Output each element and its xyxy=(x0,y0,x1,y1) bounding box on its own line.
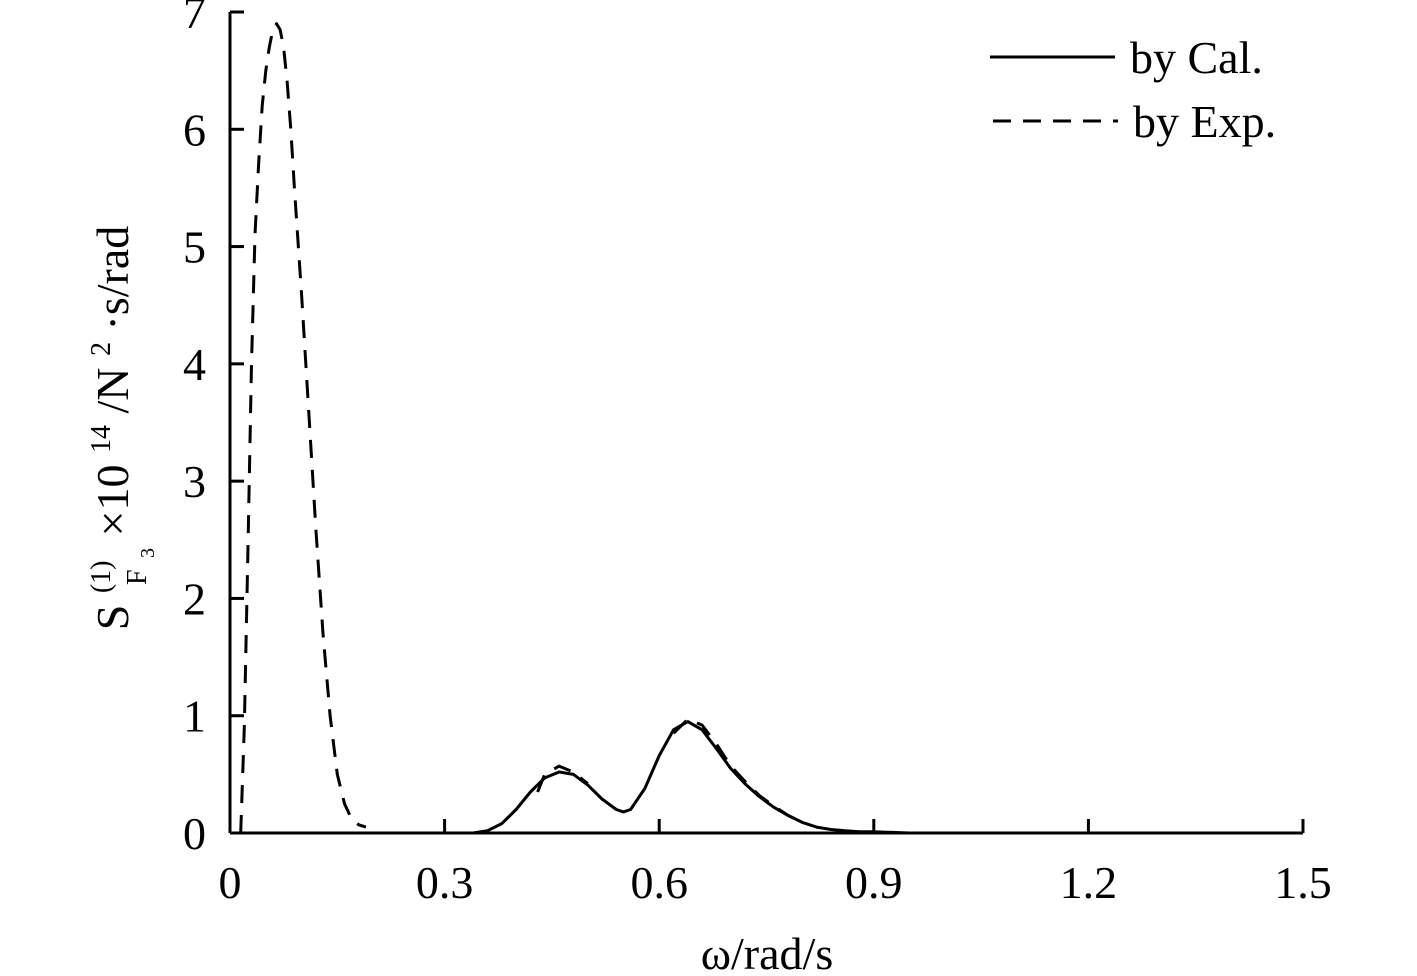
x-tick-label: 0.3 xyxy=(416,857,474,908)
y-label-rest-exponent: 14 xyxy=(86,425,117,453)
y-label-rest-suffix: ·s/rad xyxy=(87,226,138,331)
y-tick-label: 2 xyxy=(183,573,206,624)
series-line-cal xyxy=(230,720,1303,835)
legend-label-cal: by Cal. xyxy=(1130,32,1263,83)
y-label-base: S xyxy=(87,605,138,631)
x-axis-label: ω/rad/s xyxy=(701,928,833,976)
x-tick-label: 0 xyxy=(219,857,242,908)
legend: by Cal. by Exp. xyxy=(990,32,1276,147)
y-tick-label: 7 xyxy=(183,0,206,38)
y-tick-label: 6 xyxy=(183,104,206,155)
x-tick-label: 1.5 xyxy=(1274,857,1332,908)
series-layer xyxy=(230,22,1303,835)
x-tick-label: 0.6 xyxy=(630,857,688,908)
x-tick-label: 0.9 xyxy=(845,857,903,908)
svg-text:S (1) F 3: S (1) F 3 ×10 14 /N 2 ·s/rad xyxy=(69,226,164,631)
y-label-subscript: F xyxy=(122,569,153,585)
axis-ticks: 0 0.3 0.6 0.9 1.2 1.5 0 1 2 3 4 5 6 7 xyxy=(183,0,1332,908)
y-tick-label: 4 xyxy=(183,339,206,390)
y-label-superscript: (1) xyxy=(86,561,117,594)
y-label-rest-prefix: ×10 xyxy=(87,464,138,536)
y-tick-label: 3 xyxy=(183,456,206,507)
y-tick-label: 5 xyxy=(183,222,206,273)
series-line-exp xyxy=(239,22,803,834)
y-tick-label: 1 xyxy=(183,691,206,742)
y-label-subscript-sub: 3 xyxy=(137,548,159,558)
x-tick-label: 1.2 xyxy=(1060,857,1118,908)
y-tick-label: 0 xyxy=(183,808,206,859)
y-label-rest-mid: /N xyxy=(87,367,138,413)
y-axis-label: S (1) F 3 ×10 14 /N 2 ·s/rad xyxy=(69,226,164,631)
y-label-rest-exponent2: 2 xyxy=(86,342,117,356)
legend-label-exp: by Exp. xyxy=(1133,96,1276,147)
